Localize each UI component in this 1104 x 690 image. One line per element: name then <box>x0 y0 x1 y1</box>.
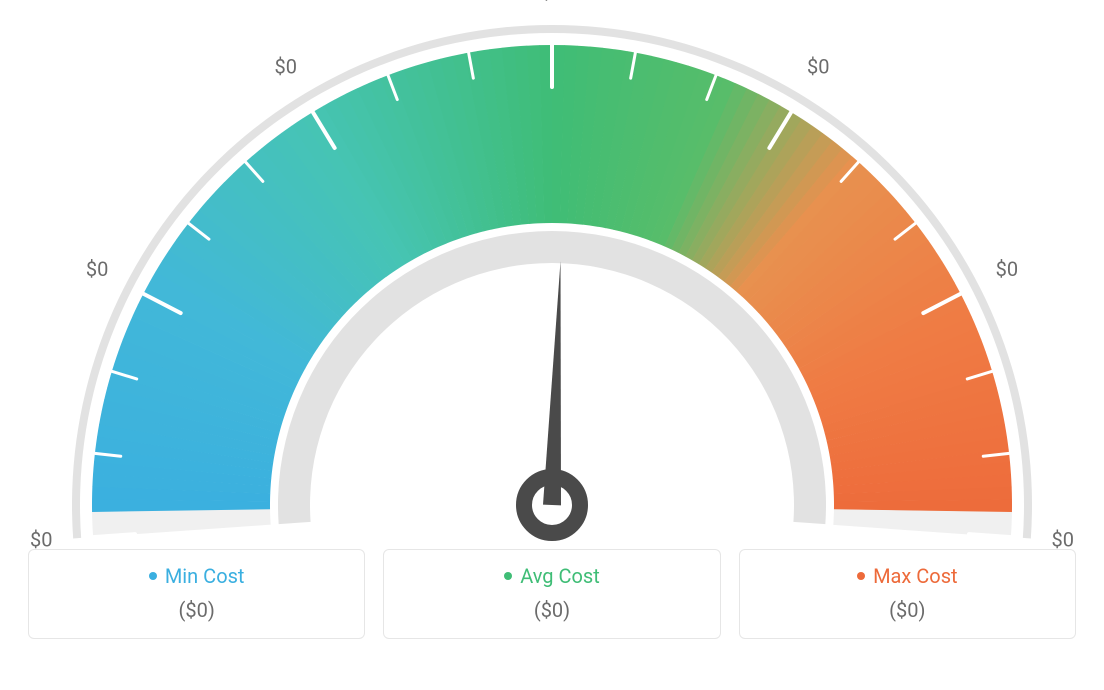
legend-value-avg: ($0) <box>394 598 709 622</box>
legend-value-min: ($0) <box>39 598 354 622</box>
svg-text:$0: $0 <box>275 55 297 79</box>
legend-card-avg: Avg Cost ($0) <box>383 549 720 639</box>
legend-title-avg: Avg Cost <box>504 564 600 588</box>
legend-row: Min Cost ($0) Avg Cost ($0) Max Cost ($0… <box>0 549 1104 639</box>
legend-value-max: ($0) <box>750 598 1065 622</box>
legend-title-min: Min Cost <box>149 564 245 588</box>
legend-dot-min <box>149 572 157 580</box>
svg-text:$0: $0 <box>1052 528 1074 552</box>
legend-card-max: Max Cost ($0) <box>739 549 1076 639</box>
legend-label-avg: Avg Cost <box>520 564 600 588</box>
legend-dot-max <box>857 572 865 580</box>
svg-text:$0: $0 <box>541 0 563 4</box>
svg-text:$0: $0 <box>807 55 829 79</box>
gauge-chart: $0 $0 $0 $0 $0 $0 $0 <box>0 0 1104 555</box>
svg-text:$0: $0 <box>86 257 108 281</box>
legend-label-max: Max Cost <box>873 564 958 588</box>
svg-text:$0: $0 <box>996 257 1018 281</box>
legend-label-min: Min Cost <box>165 564 245 588</box>
gauge-svg: $0 $0 $0 $0 $0 $0 $0 <box>0 0 1104 555</box>
legend-dot-avg <box>504 572 512 580</box>
legend-card-min: Min Cost ($0) <box>28 549 365 639</box>
legend-title-max: Max Cost <box>857 564 958 588</box>
svg-text:$0: $0 <box>30 528 52 552</box>
